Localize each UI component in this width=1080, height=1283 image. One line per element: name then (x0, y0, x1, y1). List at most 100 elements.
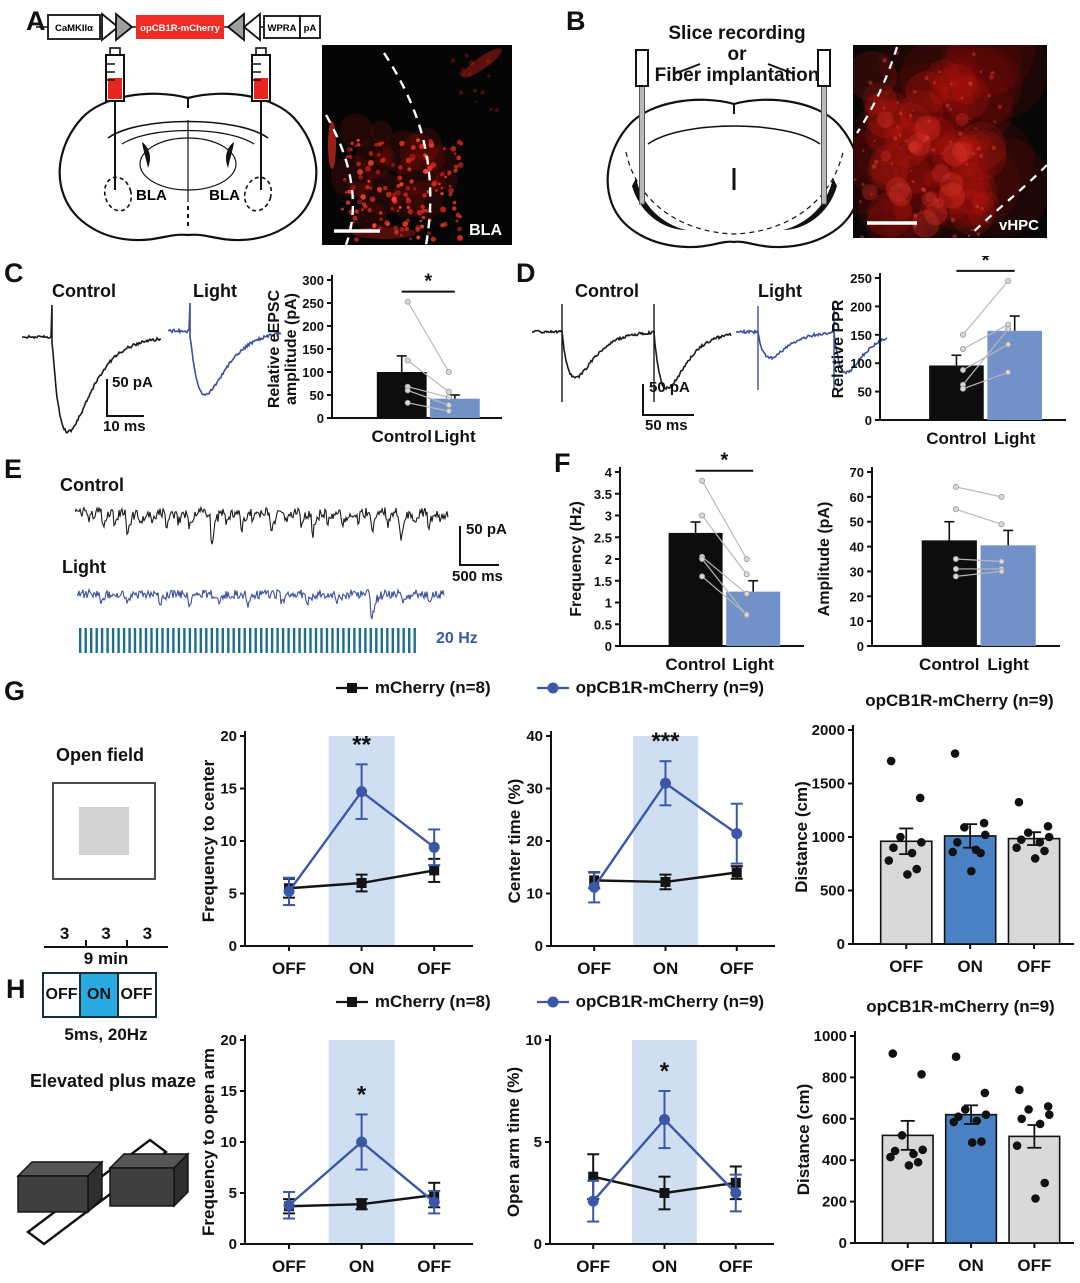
phase-off: OFF (116, 972, 157, 1018)
scalebar-v-label: 50 pA (466, 521, 507, 538)
wpra-label: WPRA (267, 23, 296, 34)
svg-text:OFF: OFF (719, 1257, 753, 1276)
syringe-icon (251, 47, 271, 190)
bla-left-label: BLA (136, 187, 167, 204)
svg-text:50: 50 (850, 515, 864, 530)
svg-text:0: 0 (229, 1236, 237, 1253)
timeline-axis (44, 940, 168, 948)
svg-text:*: * (721, 450, 729, 472)
svg-text:Relative PPR: Relative PPR (830, 299, 847, 398)
chart-sepsc-amplitude: 0 10 20 30 40 50 60 70 Control Light Amplitude (pA… (816, 450, 1064, 682)
legend-item-opcb1r: opCB1R-mCherry (n=9) (536, 992, 764, 1012)
chart-of-distance: opCB1R-mCherry (n=9) 0 500 1000 1500 2000 OFF O… (792, 686, 1078, 984)
svg-text:0: 0 (229, 938, 237, 955)
svg-text:2000: 2000 (812, 722, 845, 739)
eepsc-trace-control (22, 297, 162, 443)
svg-text:0: 0 (317, 411, 324, 426)
d-control-label: Control (575, 281, 639, 301)
ventricle-shape (226, 142, 234, 168)
eepsc-trace-light (167, 297, 282, 425)
svg-text:200: 200 (822, 1194, 847, 1211)
chart-epm-distance: opCB1R-mCherry (n=9) 0 200 400 600 800 1000 OFF… (794, 992, 1078, 1283)
stim-params-label: 5ms, 20Hz (64, 1025, 148, 1044)
elevated-plus-maze-diagram (16, 1138, 190, 1246)
light-pulse-train (78, 628, 418, 653)
panel-e-letter: E (4, 454, 23, 484)
svg-text:3: 3 (605, 509, 612, 524)
svg-text:3.5: 3.5 (594, 487, 612, 502)
svg-text:ON: ON (349, 959, 375, 978)
svg-text:Light: Light (987, 655, 1029, 674)
svg-text:2.5: 2.5 (594, 530, 612, 545)
svg-text:10: 10 (220, 833, 237, 850)
svg-text:10: 10 (850, 614, 864, 629)
scalebar (459, 526, 499, 566)
svg-text:0: 0 (837, 936, 845, 953)
vhpc-fluorescence-image: vHPC (825, 4, 1050, 268)
timeline-phases: OFF ON OFF (41, 972, 168, 1018)
svg-text:OFF: OFF (576, 1257, 610, 1276)
bla-fluorescence-image: BLA (322, 45, 512, 246)
chart-frequency-to-open-arm: 0 5 10 15 20 OFF ON OFF * Frequency to open arm (199, 1012, 479, 1282)
svg-text:OFF: OFF (1017, 957, 1051, 976)
bla-right-label: BLA (209, 187, 240, 204)
syringe-icon (105, 47, 125, 190)
scalebar-h-label: 50 ms (645, 417, 688, 434)
circle-marker-icon (536, 682, 569, 694)
bla-region-outline (243, 176, 273, 212)
svg-text:ON: ON (349, 1257, 375, 1276)
svg-text:300: 300 (302, 273, 324, 288)
svg-text:40: 40 (850, 540, 864, 555)
svg-text:OFF: OFF (417, 1257, 451, 1276)
panel-b-title: Slice recording or Fiber implantation (654, 23, 820, 86)
circle-marker-icon (536, 996, 569, 1008)
svg-text:**: ** (352, 731, 371, 758)
svg-text:500: 500 (820, 883, 845, 900)
svg-text:Control: Control (665, 655, 725, 674)
svg-text:1000: 1000 (812, 829, 845, 846)
svg-text:0.5: 0.5 (594, 617, 612, 632)
svg-text:400: 400 (822, 1152, 847, 1169)
svg-text:15: 15 (220, 1083, 237, 1100)
svg-text:ON: ON (653, 959, 679, 978)
chart-eepsc-amplitude: 0 50 100 150 200 250 300 Control Light * Relative … (266, 258, 506, 454)
stim-timeline: 3 3 3 9 min OFF ON OFF 5ms, 20Hz (41, 924, 168, 1045)
svg-text:0: 0 (534, 1236, 542, 1253)
svg-text:40: 40 (526, 728, 543, 745)
svg-text:20: 20 (850, 589, 864, 604)
svg-text:OFF: OFF (577, 959, 611, 978)
svg-text:OFF: OFF (891, 1256, 925, 1275)
scalebar-v-label: 50 pA (649, 379, 690, 396)
svg-text:0: 0 (839, 1235, 847, 1252)
svg-text:600: 600 (822, 1111, 847, 1128)
open-field-diagram (52, 782, 156, 880)
svg-text:150: 150 (302, 342, 324, 357)
square-marker-icon (335, 683, 368, 693)
scalebar (642, 384, 694, 416)
svg-text:OFF: OFF (1017, 1256, 1051, 1275)
svg-text:Relative eEPSC: Relative eEPSC (266, 289, 283, 408)
svg-text:Distance (cm): Distance (cm) (795, 1084, 813, 1195)
svg-text:opCB1R-mCherry (n=9): opCB1R-mCherry (n=9) (866, 997, 1054, 1016)
panel-d-letter: D (516, 258, 536, 288)
svg-text:50: 50 (310, 388, 324, 403)
svg-text:OFF: OFF (720, 959, 754, 978)
svg-text:OFF: OFF (417, 959, 451, 978)
lox-arrow-icon (115, 12, 134, 42)
svg-text:150: 150 (850, 328, 872, 343)
svg-text:Open arm time (%): Open arm time (%) (504, 1067, 523, 1217)
panel-h-letter: H (6, 974, 26, 1004)
svg-text:vHPC: vHPC (999, 217, 1039, 234)
lox-arrow-icon (242, 12, 261, 42)
gene-label: opCB1R-mCherry (140, 23, 220, 34)
bla-region-outline (103, 176, 133, 212)
c-light-label: Light (193, 281, 237, 301)
svg-text:0: 0 (605, 639, 612, 654)
fiber-implant-diagram (606, 49, 862, 249)
chart-frequency-to-center: 0 5 10 15 20 OFF ON OFF ** Frequency to center (199, 708, 479, 984)
svg-text:Frequency (Hz): Frequency (Hz) (568, 501, 585, 617)
sepsc-trace-control (74, 496, 449, 558)
svg-text:4: 4 (605, 465, 613, 480)
pa-box (299, 15, 321, 39)
ventricle-shape (142, 142, 150, 168)
